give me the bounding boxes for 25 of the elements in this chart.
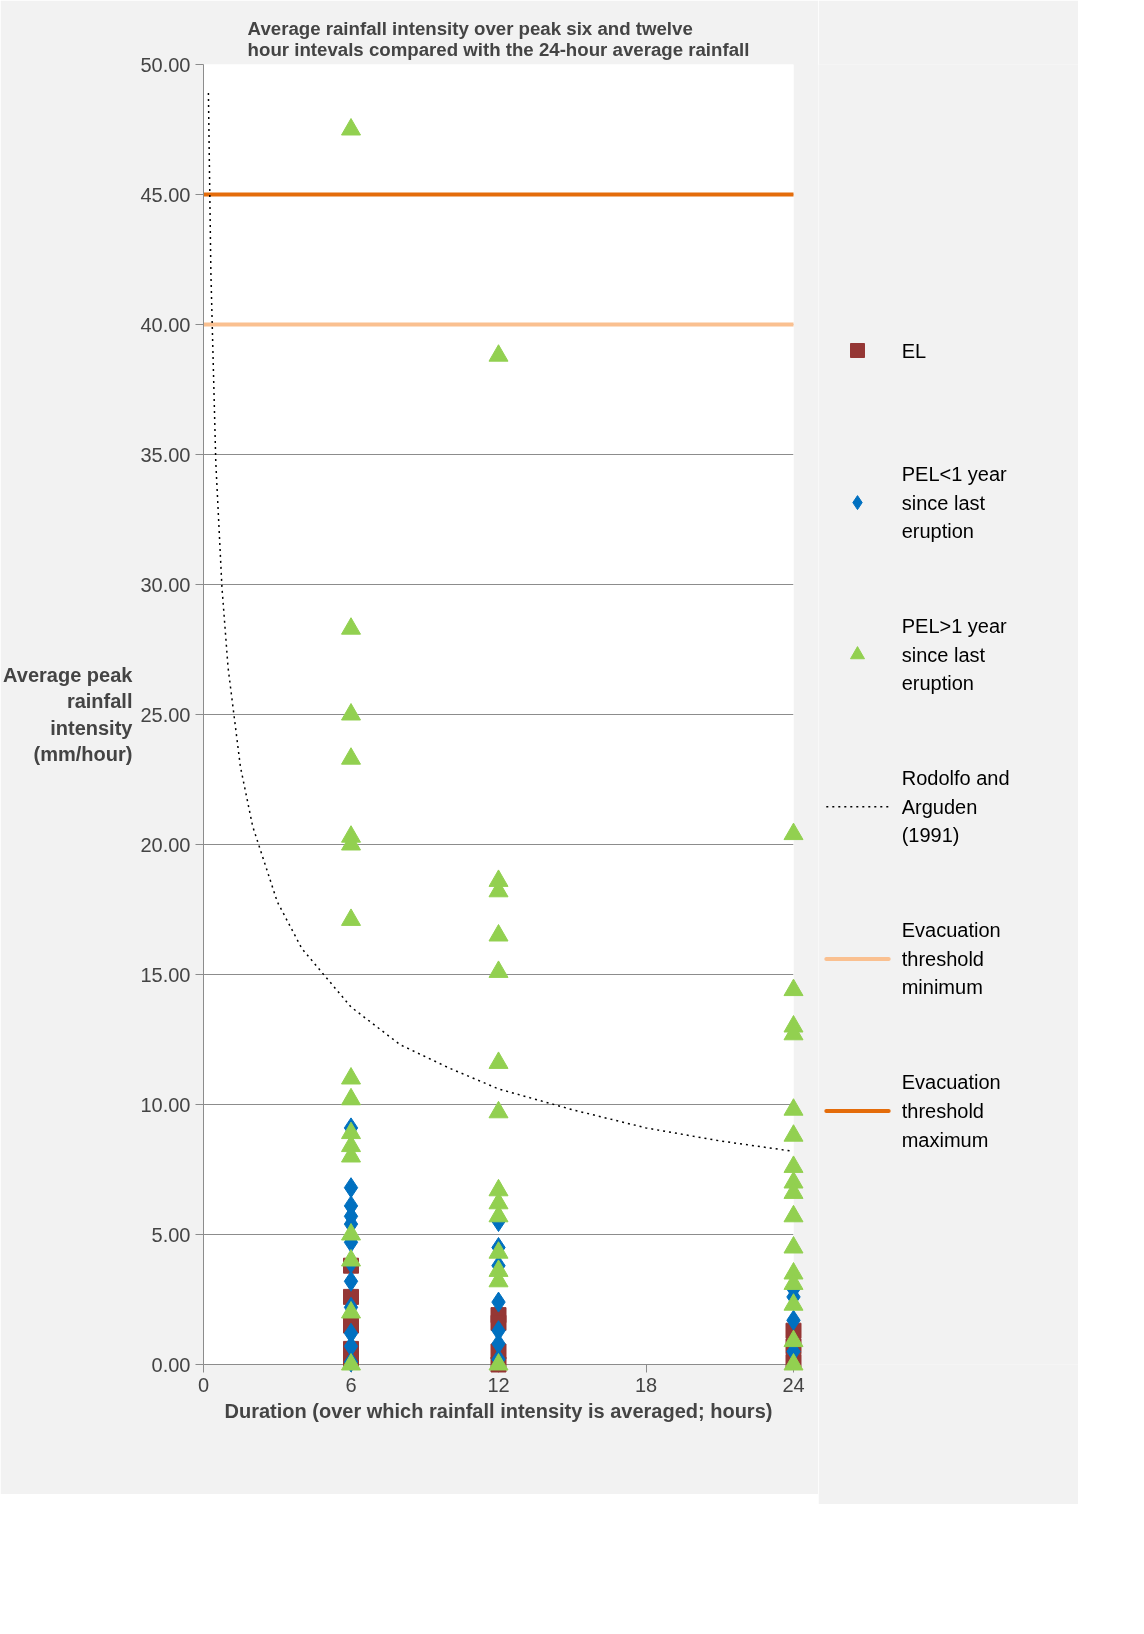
y-tick-label: 35.00 [140, 443, 191, 466]
x-axis-title: Duration (over which rainfall intensity is averaged; hours) [224, 1399, 773, 1422]
legend-label: Evacuation threshold minimum [901, 919, 1001, 999]
y-tick-label: 10.00 [140, 1093, 191, 1116]
x-tick-label: 0 [197, 1373, 210, 1396]
legend-label: EL [901, 339, 927, 362]
chart-title: Average rainfall intensity over peak six and twelve hour intevals compared with the 24-hour average rainfall [247, 17, 750, 60]
x-tick-label: 18 [634, 1373, 658, 1396]
y-axis-title: Average peak rainfall intensity (mm/hour) [3, 663, 134, 766]
legend-label: PEL<1 year since last eruption [901, 463, 1008, 543]
y-tick-label: 20.00 [140, 833, 191, 856]
legend-label: PEL>1 year since last eruption [901, 615, 1008, 695]
x-tick-label: 24 [782, 1373, 805, 1396]
x-tick-label: 6 [345, 1373, 357, 1396]
legend-label: Evacuation threshold maximum [901, 1071, 1001, 1151]
y-tick-label: 40.00 [140, 313, 191, 336]
y-tick-label: 45.00 [140, 183, 191, 206]
y-tick-label: 0.00 [151, 1353, 191, 1376]
y-tick-label: 25.00 [140, 703, 191, 726]
y-tick-label: 5.00 [151, 1223, 191, 1246]
y-tick-label: 15.00 [140, 963, 191, 986]
y-tick-label: 30.00 [140, 573, 191, 596]
x-tick-label: 12 [487, 1373, 510, 1396]
legend-label: Rodolfo and Arguden (1991) [901, 767, 1010, 847]
y-tick-label: 50.00 [140, 53, 191, 76]
